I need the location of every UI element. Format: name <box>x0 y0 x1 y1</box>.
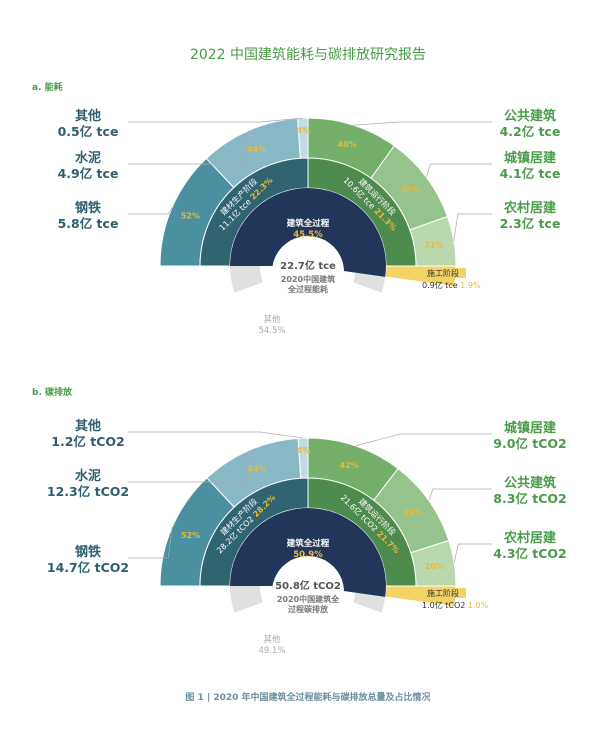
carbon-other-pct: 49.1% <box>258 646 285 656</box>
carbon-leader-cement <box>128 450 250 483</box>
carbon-pct-other_material: 4% <box>297 446 311 455</box>
carbon-callout-value-cement: 12.3亿 tCO2 <box>47 484 129 499</box>
energy-callout-value-urban: 4.1亿 tce <box>500 166 561 181</box>
energy-center-circle <box>272 236 344 308</box>
carbon-leader-steel <box>128 527 173 559</box>
carbon-callout-name-urban: 城镇居建 <box>504 420 556 436</box>
carbon-callout-value-other_material: 1.2亿 tCO2 <box>51 434 124 449</box>
page-title: 2022 中国建筑能耗与碳排放研究报告 <box>189 47 427 63</box>
section-label-energy: a. 能耗 <box>32 83 63 93</box>
energy-callout-value-steel: 5.8亿 tce <box>58 216 119 231</box>
carbon-construction-value: 1.0亿 tCO2 1.0% <box>422 600 489 610</box>
carbon-callout-value-public: 8.3亿 tCO2 <box>493 491 566 506</box>
energy-callout-value-public: 4.2亿 tce <box>500 124 561 139</box>
energy-total-name: 建筑全过程 <box>286 218 330 229</box>
carbon-callout-name-steel: 钢铁 <box>75 544 101 560</box>
carbon-center-value: 50.8亿 tCO2 <box>275 579 341 592</box>
energy-callout-value-other_material: 0.5亿 tce <box>58 124 119 139</box>
carbon-pct-steel: 52% <box>181 531 200 540</box>
carbon-center-caption-2: 过程碳排放 <box>288 604 329 614</box>
energy-construction-box <box>420 268 466 278</box>
energy-leader-urban <box>425 163 492 178</box>
carbon-other-name: 其他 <box>263 634 281 645</box>
carbon-total-name: 建筑全过程 <box>286 538 330 549</box>
energy-callout-value-rural: 2.3亿 tce <box>500 216 561 231</box>
carbon-callout-name-other_material: 其他 <box>75 418 101 434</box>
carbon-pct-rural: 20% <box>425 562 444 571</box>
energy-leader-public <box>353 121 492 126</box>
energy-pct-steel: 52% <box>181 211 200 220</box>
energy-center-value: 22.7亿 tce <box>280 259 336 272</box>
energy-pct-rural: 21% <box>425 240 444 249</box>
carbon-callout-value-steel: 14.7亿 tCO2 <box>47 560 129 575</box>
carbon-total-pct: 50.9% <box>293 550 323 560</box>
energy-callout-name-steel: 钢铁 <box>75 200 101 216</box>
energy-center-caption-2: 全过程能耗 <box>287 284 328 294</box>
section-label-carbon: b. 碳排放 <box>32 388 72 398</box>
carbon-callout-value-rural: 4.3亿 tCO2 <box>493 546 566 561</box>
carbon-pct-public: 38% <box>403 508 422 517</box>
energy-pct-other_material: 4% <box>296 126 310 135</box>
carbon-leader-urban <box>355 433 492 447</box>
energy-pct-cement: 44% <box>247 145 266 154</box>
energy-leader-steel <box>128 207 173 215</box>
carbon-pct-urban: 42% <box>340 461 359 470</box>
energy-other-name: 其他 <box>263 314 281 325</box>
energy-leader-other_material <box>128 117 303 123</box>
carbon-callout-value-urban: 9.0亿 tCO2 <box>493 436 566 451</box>
energy-callout-name-public: 公共建筑 <box>504 108 556 124</box>
energy-construction-value: 0.9亿 tce 1.9% <box>422 280 481 290</box>
energy-callout-name-rural: 农村居建 <box>503 200 556 216</box>
carbon-center-caption-1: 2020中国建筑全 <box>277 594 340 604</box>
carbon-construction-box <box>420 588 466 598</box>
energy-callout-name-other_material: 其他 <box>75 108 101 124</box>
carbon-callout-name-rural: 农村居建 <box>503 530 556 546</box>
carbon-center-circle <box>272 556 344 628</box>
carbon-leader-other_material <box>128 431 304 439</box>
carbon-callout-name-cement: 水泥 <box>75 468 101 484</box>
carbon-callout-name-public: 公共建筑 <box>504 475 556 491</box>
energy-other-pct: 54.5% <box>258 326 285 336</box>
carbon-leader-rural <box>453 543 492 564</box>
energy-callout-name-cement: 水泥 <box>75 150 101 166</box>
carbon-construction-name: 施工阶段 <box>427 588 459 598</box>
carbon-pct-cement: 44% <box>247 465 266 474</box>
energy-callout-value-cement: 4.9亿 tce <box>58 166 119 181</box>
carbon-total-disc <box>230 507 387 597</box>
carbon-leader-public <box>428 488 492 501</box>
energy-leader-cement <box>128 130 249 165</box>
energy-total-disc <box>230 187 387 277</box>
energy-construction-name: 施工阶段 <box>427 268 459 278</box>
energy-leader-rural <box>453 213 492 241</box>
figure-caption: 图 1 | 2020 年中国建筑全过程能耗与碳排放总量及占比情况 <box>185 693 431 703</box>
energy-callout-name-urban: 城镇居建 <box>504 150 556 166</box>
energy-center-caption-1: 2020中国建筑 <box>281 274 335 284</box>
energy-pct-public: 40% <box>338 140 357 149</box>
energy-pct-urban: 39% <box>401 185 420 194</box>
energy-total-pct: 45.5% <box>293 230 323 240</box>
